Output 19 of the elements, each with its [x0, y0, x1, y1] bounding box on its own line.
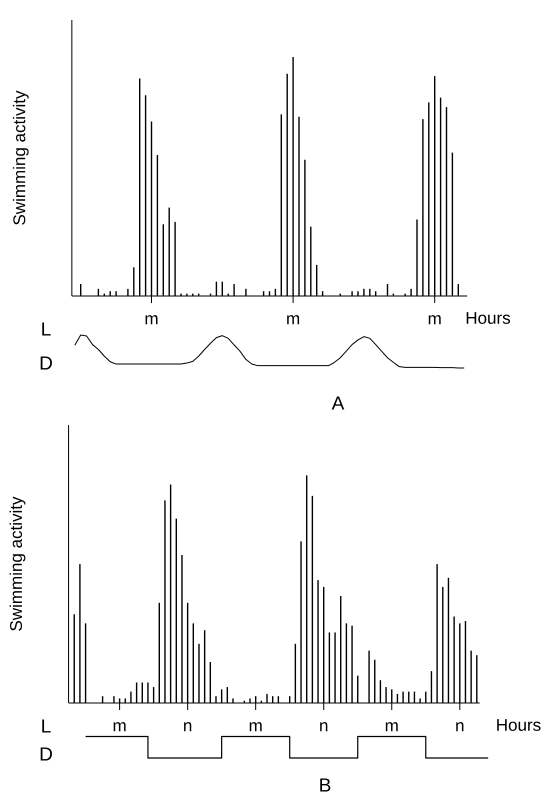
- x-tick-label: m: [386, 722, 398, 732]
- x-tick-label: m: [114, 722, 126, 732]
- x-tick-label: m: [250, 722, 262, 732]
- x-tick-label: n: [320, 722, 328, 732]
- y-axis-title: Swimming activity: [12, 90, 29, 225]
- text: A: [332, 396, 344, 410]
- text: L: [42, 719, 51, 733]
- x-tick-label: m: [428, 315, 441, 324]
- x-axis-title: Hours: [497, 719, 541, 731]
- text: D: [40, 747, 52, 761]
- text: B: [320, 778, 330, 792]
- x-tick-label: n: [184, 722, 192, 732]
- text: D: [40, 356, 52, 370]
- x-tick-label: m: [287, 315, 300, 324]
- x-tick-label: n: [456, 722, 464, 732]
- x-axis-title: Hours: [466, 312, 510, 324]
- text: L: [42, 322, 51, 336]
- x-tick-label: m: [146, 315, 158, 324]
- y-axis-title: Swimming activity: [10, 496, 26, 631]
